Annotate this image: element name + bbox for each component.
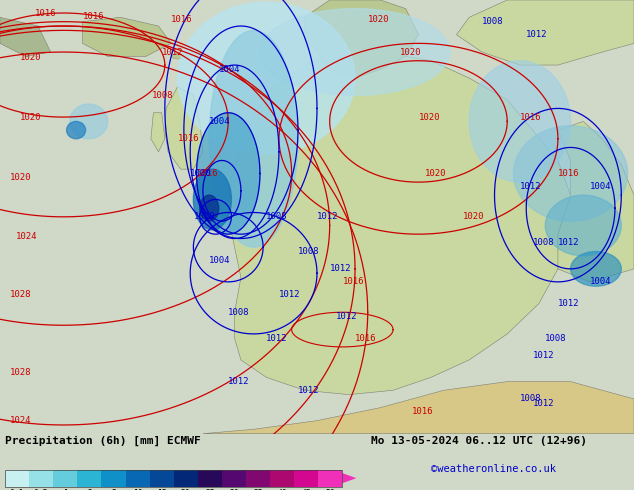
Polygon shape — [165, 87, 203, 169]
Text: 1012: 1012 — [558, 299, 579, 308]
Bar — [198, 470, 222, 487]
Text: 1020: 1020 — [20, 53, 42, 62]
Text: Mo 13-05-2024 06..12 UTC (12+96): Mo 13-05-2024 06..12 UTC (12+96) — [371, 436, 587, 446]
Text: 1024: 1024 — [16, 232, 37, 241]
Bar — [29, 470, 53, 487]
Text: 1024: 1024 — [10, 416, 31, 425]
Text: 1004: 1004 — [209, 117, 231, 126]
Text: 1012: 1012 — [533, 351, 554, 360]
Text: 1016: 1016 — [35, 9, 56, 19]
Text: 1008: 1008 — [482, 17, 503, 26]
Text: 1008: 1008 — [520, 394, 541, 403]
Ellipse shape — [260, 9, 450, 96]
Polygon shape — [558, 122, 634, 282]
Text: 1012: 1012 — [279, 291, 301, 299]
Text: 1016: 1016 — [178, 134, 199, 143]
Ellipse shape — [178, 2, 355, 154]
Text: 1008: 1008 — [533, 238, 554, 247]
Text: 1012: 1012 — [558, 238, 579, 247]
Text: 1016: 1016 — [82, 12, 104, 21]
Polygon shape — [228, 52, 571, 394]
Ellipse shape — [571, 251, 621, 286]
Text: 1020: 1020 — [463, 212, 484, 221]
Polygon shape — [203, 382, 634, 434]
Text: 1004: 1004 — [590, 182, 611, 191]
Ellipse shape — [514, 126, 628, 221]
Text: 1004: 1004 — [590, 277, 611, 286]
Bar — [222, 470, 246, 487]
Bar — [174, 470, 198, 487]
Text: 1012: 1012 — [330, 265, 351, 273]
Text: 1012: 1012 — [228, 377, 250, 386]
Bar — [318, 470, 342, 487]
Text: 1020: 1020 — [418, 113, 440, 122]
Text: 1008: 1008 — [228, 308, 250, 317]
Text: 1004: 1004 — [209, 256, 231, 265]
Text: 1012: 1012 — [317, 212, 339, 221]
Text: 1008: 1008 — [298, 247, 320, 256]
Text: 1016: 1016 — [171, 15, 193, 24]
Text: 1016: 1016 — [355, 334, 377, 343]
Bar — [5, 470, 29, 487]
Text: 1020: 1020 — [20, 113, 42, 122]
Polygon shape — [342, 473, 356, 483]
Text: 1020: 1020 — [399, 48, 421, 56]
Bar — [101, 470, 126, 487]
Text: 1004: 1004 — [219, 65, 240, 74]
Text: 1020: 1020 — [425, 169, 446, 178]
Ellipse shape — [70, 104, 108, 139]
Polygon shape — [456, 0, 634, 65]
Bar — [77, 470, 101, 487]
Text: 1012: 1012 — [162, 48, 183, 56]
Ellipse shape — [209, 30, 298, 247]
Ellipse shape — [197, 113, 260, 234]
Ellipse shape — [193, 169, 231, 230]
Polygon shape — [0, 17, 51, 56]
Text: 1028: 1028 — [10, 291, 31, 299]
Text: 1016: 1016 — [342, 277, 364, 286]
Text: 1016: 1016 — [197, 169, 218, 178]
Ellipse shape — [200, 195, 219, 221]
Bar — [246, 470, 270, 487]
Polygon shape — [82, 17, 171, 56]
Text: 1000: 1000 — [190, 169, 212, 178]
Bar — [126, 470, 150, 487]
Polygon shape — [151, 113, 165, 152]
Polygon shape — [304, 0, 418, 78]
Bar — [150, 470, 174, 487]
Ellipse shape — [545, 195, 621, 256]
Text: 1020: 1020 — [10, 173, 31, 182]
Bar — [5, 470, 342, 487]
Text: 1012: 1012 — [298, 386, 320, 395]
Text: 1012: 1012 — [266, 334, 288, 343]
Text: Precipitation (6h) [mm] ECMWF: Precipitation (6h) [mm] ECMWF — [5, 436, 201, 446]
Text: 1012: 1012 — [526, 30, 548, 39]
Text: 1012: 1012 — [533, 399, 554, 408]
Text: 1000: 1000 — [193, 212, 215, 221]
Ellipse shape — [67, 122, 86, 139]
Ellipse shape — [469, 61, 571, 182]
Text: 1008: 1008 — [152, 91, 174, 100]
Text: 1008: 1008 — [266, 212, 288, 221]
Text: 1012: 1012 — [520, 182, 541, 191]
Text: 1016: 1016 — [412, 408, 434, 416]
Text: 1012: 1012 — [336, 312, 358, 321]
Text: 1016: 1016 — [520, 113, 541, 122]
Bar — [53, 470, 77, 487]
Text: 1016: 1016 — [558, 169, 579, 178]
Bar — [270, 470, 294, 487]
Bar — [294, 470, 318, 487]
Text: 1020: 1020 — [368, 15, 389, 24]
Text: 1008: 1008 — [545, 334, 567, 343]
Text: 1028: 1028 — [10, 368, 31, 377]
Text: ©weatheronline.co.uk: ©weatheronline.co.uk — [431, 464, 556, 474]
Ellipse shape — [172, 54, 183, 59]
